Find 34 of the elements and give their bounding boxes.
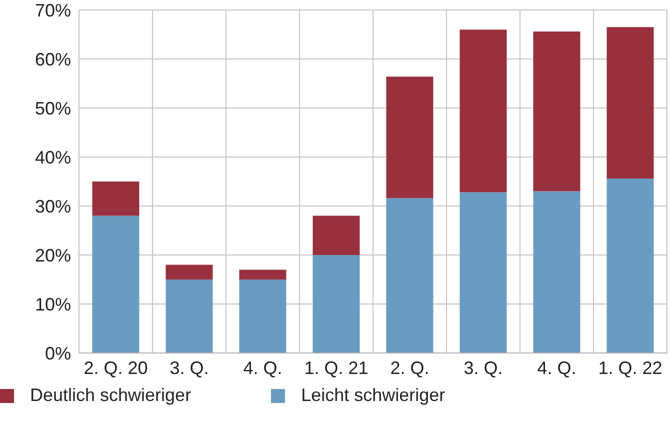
legend-label: Deutlich schwieriger (30, 385, 192, 405)
bar (312, 255, 360, 353)
legend-label: Leicht schwieriger (301, 385, 446, 405)
bar (92, 216, 140, 353)
y-tick-label: 30% (34, 196, 71, 216)
bar (92, 182, 140, 216)
bar (386, 76, 434, 198)
bar (166, 264, 213, 280)
y-tick-label: 0% (44, 343, 71, 364)
x-tick-label: 4. Q. (243, 358, 282, 378)
bar (312, 216, 360, 255)
x-tick-label: 2. Q. (390, 358, 430, 378)
bar (606, 178, 654, 353)
bar (460, 192, 507, 353)
y-tick-label: 20% (34, 245, 71, 266)
bar (533, 191, 580, 353)
y-tick-label: 70% (34, 0, 71, 20)
x-tick-label: 4. Q. (537, 358, 576, 378)
bar (386, 198, 434, 353)
y-tick-label: 60% (34, 49, 71, 70)
x-tick-label: 3. Q. (170, 358, 209, 378)
x-tick-label: 3. Q. (464, 358, 503, 378)
bar (239, 270, 286, 280)
bar (166, 280, 213, 353)
y-tick-label: 10% (34, 294, 71, 314)
y-tick-label: 50% (34, 98, 71, 118)
bar (606, 27, 654, 179)
x-tick-label: 2. Q. 20 (84, 358, 148, 378)
bar (239, 280, 286, 353)
y-tick-label: 40% (34, 147, 71, 168)
bar (460, 30, 507, 192)
bar (533, 32, 580, 192)
x-tick-label: 1. Q. 21 (304, 358, 368, 378)
x-tick-label: 1. Q. 22 (598, 358, 662, 378)
